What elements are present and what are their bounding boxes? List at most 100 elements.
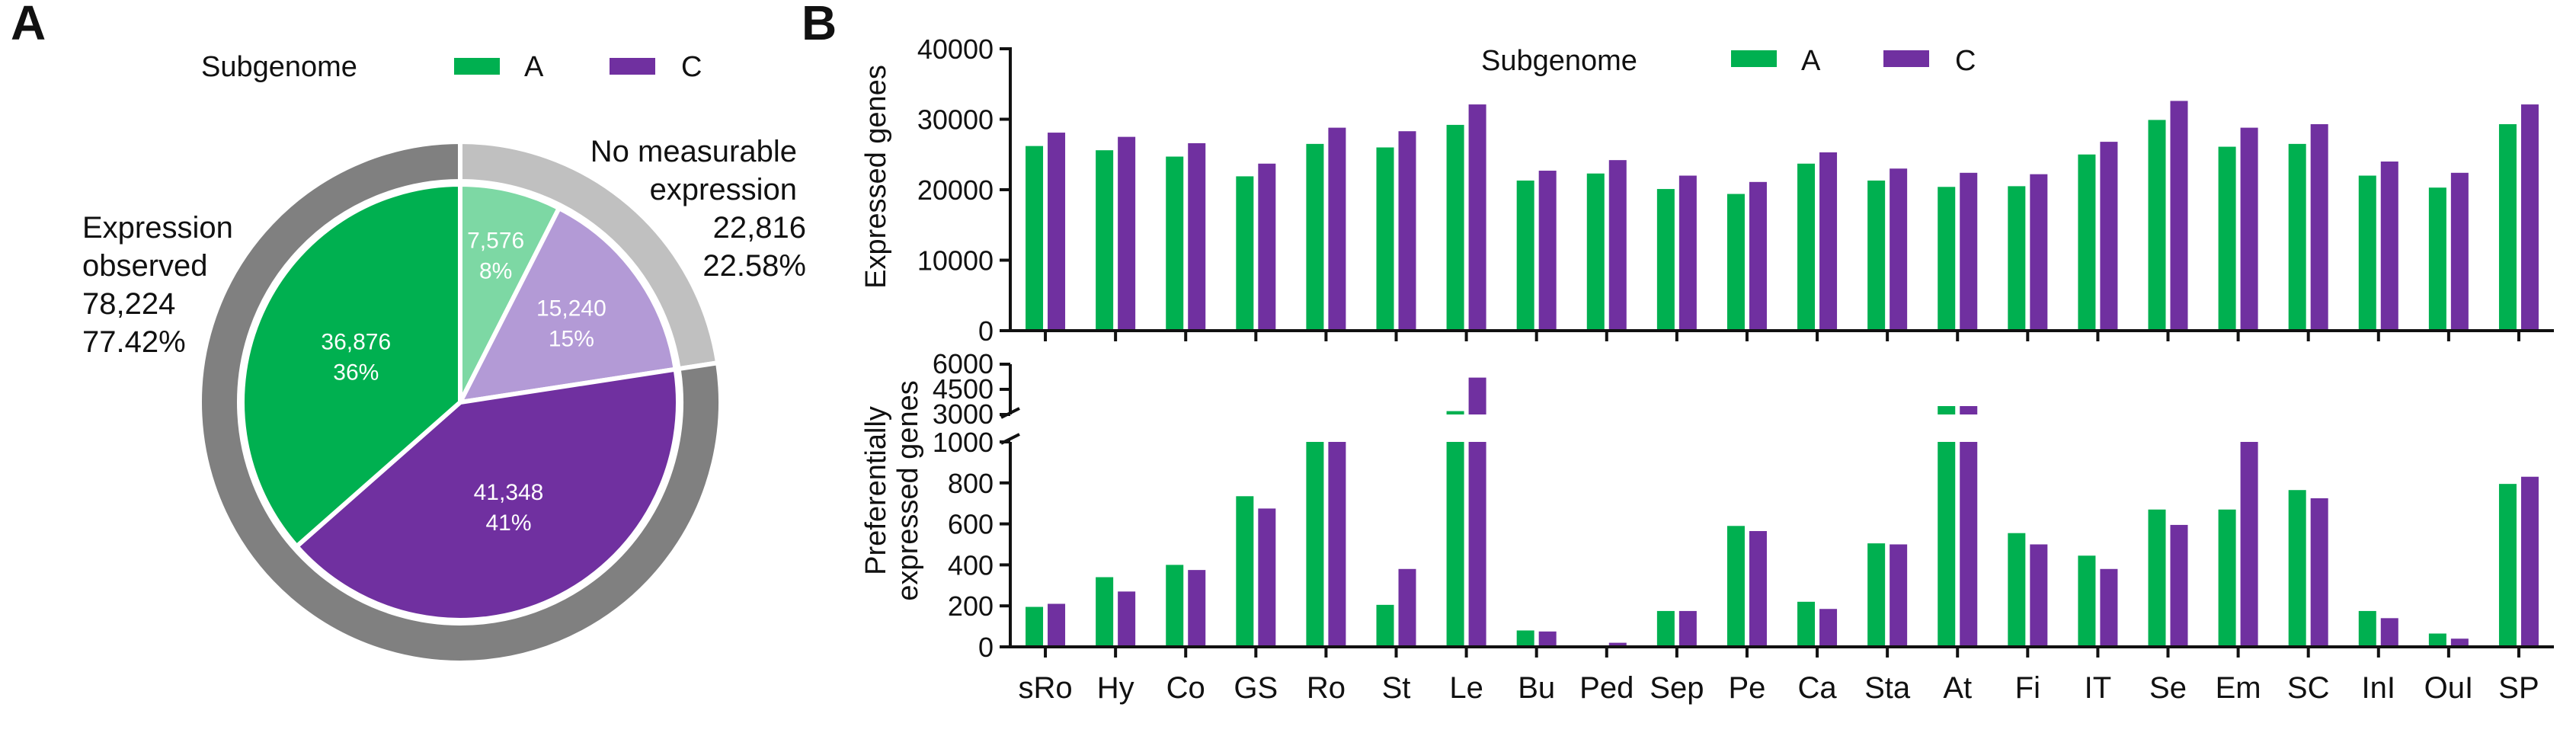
x-tick-label-SC: SC bbox=[2287, 671, 2330, 705]
no-expression-line1: No measurable bbox=[590, 135, 797, 168]
bottom-bar-C-Fi bbox=[2030, 544, 2048, 647]
expression-observed-line1: Expression bbox=[82, 211, 233, 245]
x-tick-label-Pe: Pe bbox=[1728, 671, 1765, 705]
top-y-axis-title: Expressed genes bbox=[860, 65, 892, 289]
x-tick-label-GS: GS bbox=[1234, 671, 1278, 705]
bottom-bar-A-At bbox=[1938, 442, 1956, 647]
x-tick-label-InI: InI bbox=[2362, 671, 2395, 705]
bottom-bar-C-Em bbox=[2240, 442, 2258, 647]
bottom-bar-C-IT bbox=[2100, 568, 2118, 647]
x-tick-label-SP: SP bbox=[2498, 671, 2539, 705]
top-bar-A-SC bbox=[2288, 143, 2306, 331]
bottom-bar-A-Fi bbox=[2008, 533, 2026, 647]
pie-slice-percent-A_expr: 36% bbox=[333, 360, 379, 385]
pie-legend-swatch-c bbox=[610, 58, 655, 75]
x-axis-tick-labels: sRo Hy Co GS Ro St Le Bu Ped Sep Pe Ca Sta At Fi IT Se Em… bbox=[1018, 671, 2539, 705]
bottom-bar-A-Bu bbox=[1516, 630, 1534, 647]
bar-legend-swatch-c bbox=[1883, 50, 1929, 67]
top-bar-C-InI bbox=[2380, 162, 2398, 331]
bottom-bar-A-Ca bbox=[1797, 601, 1816, 647]
bottom-bar-upper-A-Le bbox=[1446, 411, 1464, 414]
bottom-bar-C-Sta bbox=[1890, 544, 1908, 647]
bottom-bar-A-Sta bbox=[1867, 543, 1886, 647]
expression-observed-line2: observed bbox=[82, 249, 208, 283]
panel-a-letter: A bbox=[11, 0, 46, 50]
bottom-bar-C-Se bbox=[2170, 524, 2188, 647]
top-y-tick-label: 10000 bbox=[917, 245, 994, 277]
bottom-bar-A-SP bbox=[2498, 484, 2517, 647]
x-tick-label-Sta: Sta bbox=[1864, 671, 1911, 705]
x-tick-label-Ro: Ro bbox=[1307, 671, 1346, 705]
top-bar-C-Co bbox=[1188, 142, 1206, 331]
bottom-bar-upper-C-Le bbox=[1468, 377, 1486, 414]
bottom-bar-A-Em bbox=[2218, 509, 2236, 647]
bottom-y-tick-label: 200 bbox=[948, 590, 994, 622]
no-expression-count: 22,816 bbox=[713, 211, 806, 245]
bottom-y-tick-label: 400 bbox=[948, 549, 994, 581]
top-bar-C-Em bbox=[2240, 127, 2258, 331]
bottom-y-tick-label: 600 bbox=[948, 509, 994, 540]
bottom-bar-C-sRo bbox=[1048, 603, 1066, 647]
top-bar-A-Bu bbox=[1516, 180, 1534, 331]
top-bar-A-Ped bbox=[1586, 173, 1605, 331]
pie-slice-value-A_no: 7,576 bbox=[467, 229, 524, 254]
top-bar-C-GS bbox=[1258, 163, 1276, 331]
top-bar-A-GS bbox=[1236, 176, 1254, 331]
top-bar-A-InI bbox=[2358, 175, 2376, 331]
top-bar-C-St bbox=[1398, 131, 1416, 331]
bottom-y-tick-label-upper: 4500 bbox=[933, 373, 994, 405]
top-bar-A-Pe bbox=[1726, 194, 1745, 331]
pie-slice-percent-C_expr: 41% bbox=[485, 510, 531, 536]
pie-inner-slice-C_expr bbox=[293, 366, 680, 622]
bottom-y-tick-label: 1000 bbox=[933, 427, 994, 458]
bottom-bar-A-InI bbox=[2358, 610, 2376, 647]
bottom-bar-C-Hy bbox=[1118, 591, 1136, 647]
bottom-y-tick-label: 0 bbox=[978, 632, 994, 663]
top-bar-C-Sta bbox=[1890, 168, 1908, 331]
top-bar-C-Hy bbox=[1118, 136, 1136, 331]
pie-slice-percent-C_no: 15% bbox=[549, 327, 594, 352]
x-tick-label-Ped: Ped bbox=[1579, 671, 1634, 705]
bar-legend-label-c: C bbox=[1955, 45, 1976, 77]
top-bar-C-At bbox=[1960, 172, 1978, 331]
bottom-y-axis-title-line2: expressed genes bbox=[892, 380, 924, 600]
pie-slice-value-C_expr: 41,348 bbox=[474, 480, 544, 505]
top-bar-C-SP bbox=[2520, 104, 2539, 331]
x-tick-label-Le: Le bbox=[1449, 671, 1483, 705]
x-tick-label-Co: Co bbox=[1166, 671, 1205, 705]
top-bar-C-Ped bbox=[1608, 160, 1627, 331]
top-bar-C-Pe bbox=[1749, 181, 1767, 331]
pie-inner-slice-A_no bbox=[458, 181, 562, 404]
bottom-bar-C-St bbox=[1398, 568, 1416, 647]
bottom-bar-A-OuI bbox=[2428, 633, 2446, 647]
top-y-tick-label: 40000 bbox=[917, 34, 994, 65]
top-bar-A-Hy bbox=[1096, 150, 1114, 331]
bottom-bar-C-Pe bbox=[1749, 531, 1767, 647]
x-tick-label-Sep: Sep bbox=[1650, 671, 1704, 705]
bottom-y-axis-title-line1: Preferentially bbox=[860, 406, 892, 575]
bottom-bar-A-St bbox=[1376, 604, 1394, 647]
x-tick-label-St: St bbox=[1382, 671, 1411, 705]
label-no-expression: No measurable expression 22,816 22.58% bbox=[590, 135, 806, 283]
no-expression-line2: expression bbox=[650, 173, 797, 206]
pie-outer-slice-expressed bbox=[197, 139, 723, 665]
bottom-bar-A-GS bbox=[1236, 496, 1254, 647]
top-bar-C-Bu bbox=[1538, 171, 1557, 331]
bottom-y-tick-label: 800 bbox=[948, 468, 994, 499]
top-bar-A-St bbox=[1376, 147, 1394, 331]
top-bar-A-Em bbox=[2218, 146, 2236, 331]
pie-slice-percent-A_no: 8% bbox=[479, 259, 512, 284]
top-bar-C-SC bbox=[2310, 123, 2328, 331]
panel-b-letter: B bbox=[802, 0, 837, 50]
top-bar-C-IT bbox=[2100, 142, 2118, 331]
bottom-bar-C-SP bbox=[2520, 476, 2539, 647]
bottom-bar-C-Co bbox=[1188, 570, 1206, 647]
top-bar-C-Se bbox=[2170, 101, 2188, 331]
top-bar-A-Se bbox=[2148, 120, 2166, 331]
expression-observed-percent: 77.42% bbox=[82, 325, 186, 359]
top-bar-A-SP bbox=[2498, 123, 2517, 331]
pie-inner-slice-C_no bbox=[456, 205, 679, 405]
pie-legend-title: Subgenome bbox=[201, 51, 357, 83]
bottom-bar-upper-C-At bbox=[1960, 406, 1978, 414]
